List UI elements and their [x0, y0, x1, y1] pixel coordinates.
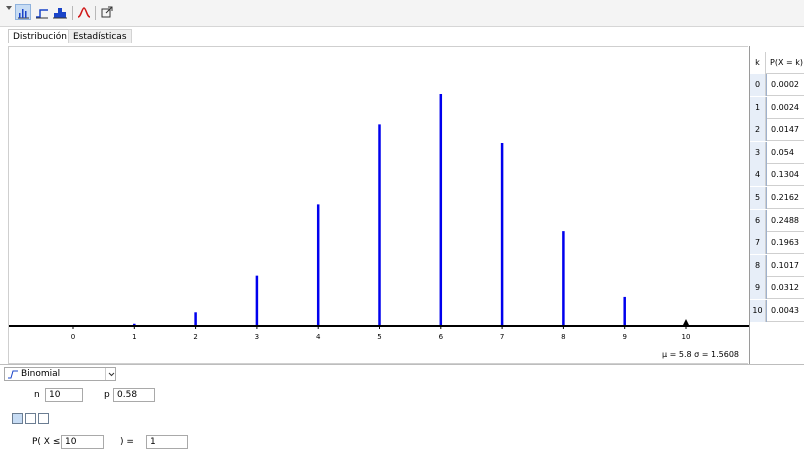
table-cell-p: 0.0312: [766, 277, 804, 300]
table-row: 7 0.1963: [750, 232, 804, 255]
histogram-icon[interactable]: [52, 4, 68, 20]
x-tick-label: 7: [500, 333, 504, 341]
x-tick-label: 9: [622, 333, 626, 341]
x-tick-label: 6: [439, 333, 444, 341]
table-cell-p: 0.0024: [766, 96, 804, 119]
table-row: 0 0.0002: [750, 74, 804, 96]
table-row: 3 0.054: [750, 141, 804, 164]
export-icon[interactable]: [99, 4, 115, 20]
table-cell-k: 7: [750, 232, 766, 255]
table-cell-p: 0.0147: [766, 119, 804, 142]
tab-bar: Distribución Estadísticas: [0, 27, 804, 45]
left-sided-button[interactable]: [12, 413, 23, 424]
probability-bound-input[interactable]: 10: [61, 435, 104, 449]
interval-button[interactable]: [25, 413, 36, 424]
table-cell-k: 1: [750, 96, 766, 119]
param-p-label: p: [104, 390, 110, 400]
param-p-input[interactable]: 0.58: [113, 388, 155, 402]
tab-estadisticas[interactable]: Estadísticas: [68, 29, 132, 43]
table-cell-p: 0.2162: [766, 187, 804, 209]
table-row: 1 0.0024: [750, 96, 804, 119]
chevron-down-icon[interactable]: [105, 368, 117, 380]
param-n-label: n: [34, 390, 40, 400]
step-chart-icon[interactable]: [34, 4, 50, 20]
probability-left-label: P( X ≤: [32, 437, 61, 447]
header-p: P(X = k): [770, 58, 803, 67]
normal-curve-icon[interactable]: [76, 4, 92, 20]
table-cell-p: 0.0002: [766, 74, 804, 96]
controls-panel: Binomial n 10 p 0.58 P( X ≤ 10 ) = 1: [0, 364, 804, 454]
x-tick-label: 10: [682, 333, 691, 341]
table-row: 6 0.2488: [750, 209, 804, 232]
table-cell-p: 0.1963: [766, 232, 804, 255]
menu-triangle-icon[interactable]: [3, 2, 13, 12]
table-cell-k: 6: [750, 209, 766, 232]
table-cell-k: 4: [750, 164, 766, 187]
distribution-select[interactable]: Binomial: [4, 367, 116, 381]
x-tick-label: 8: [561, 333, 565, 341]
table-cell-k: 5: [750, 187, 766, 209]
x-tick-label: 4: [316, 333, 321, 341]
table-cell-p: 0.1304: [766, 164, 804, 187]
table-cell-p: 0.2488: [766, 209, 804, 232]
table-row: 4 0.1304: [750, 164, 804, 187]
x-tick-label: 2: [193, 333, 197, 341]
probability-right-label: ) =: [120, 437, 134, 447]
x-tick-label: 5: [377, 333, 381, 341]
table-cell-p: 0.0043: [766, 300, 804, 322]
x-tick-label: 0: [71, 333, 75, 341]
distribution-plot[interactable]: 0 1 2 3 4 5 6 7 8 9 10 μ = 5.8 σ = 1.5608: [8, 46, 749, 364]
table-cell-k: 0: [750, 74, 766, 96]
table-cell-p: 0.1017: [766, 254, 804, 277]
probability-table: k P(X = k) 0 0.0002 1 0.0024 2 0.0147 3 0.054 4 0…: [749, 46, 804, 364]
table-row: 9 0.0312: [750, 277, 804, 300]
table-header: k P(X = k): [750, 52, 804, 74]
table-row: 8 0.1017: [750, 254, 804, 277]
table-row: 10 0.0043: [750, 300, 804, 322]
plot-svg: 0 1 2 3 4 5 6 7 8 9 10 μ = 5.8 σ = 1.5608: [9, 94, 749, 359]
table-cell-p: 0.054: [766, 141, 804, 164]
stats-label: μ = 5.8 σ = 1.5608: [662, 350, 739, 359]
x-tick-label: 1: [132, 333, 136, 341]
table-cell-k: 9: [750, 277, 766, 300]
bar-chart-icon[interactable]: [15, 4, 31, 20]
x-tick-label: 3: [255, 333, 259, 341]
header-k: k: [750, 52, 766, 74]
table-row: 5 0.2162: [750, 187, 804, 209]
table-row: 2 0.0147: [750, 119, 804, 142]
param-n-input[interactable]: 10: [45, 388, 83, 402]
distribution-selected: Binomial: [21, 369, 61, 379]
right-sided-button[interactable]: [38, 413, 49, 424]
table-cell-k: 2: [750, 119, 766, 142]
table-cell-k: 8: [750, 254, 766, 277]
toolbar: [0, 0, 804, 27]
table-cell-k: 10: [750, 300, 766, 322]
tab-distribucion[interactable]: Distribución: [8, 29, 72, 43]
bound-marker[interactable]: [683, 319, 689, 325]
table-cell-k: 3: [750, 141, 766, 164]
distribution-curve-icon: [7, 369, 19, 382]
probability-result-field[interactable]: 1: [146, 435, 188, 449]
